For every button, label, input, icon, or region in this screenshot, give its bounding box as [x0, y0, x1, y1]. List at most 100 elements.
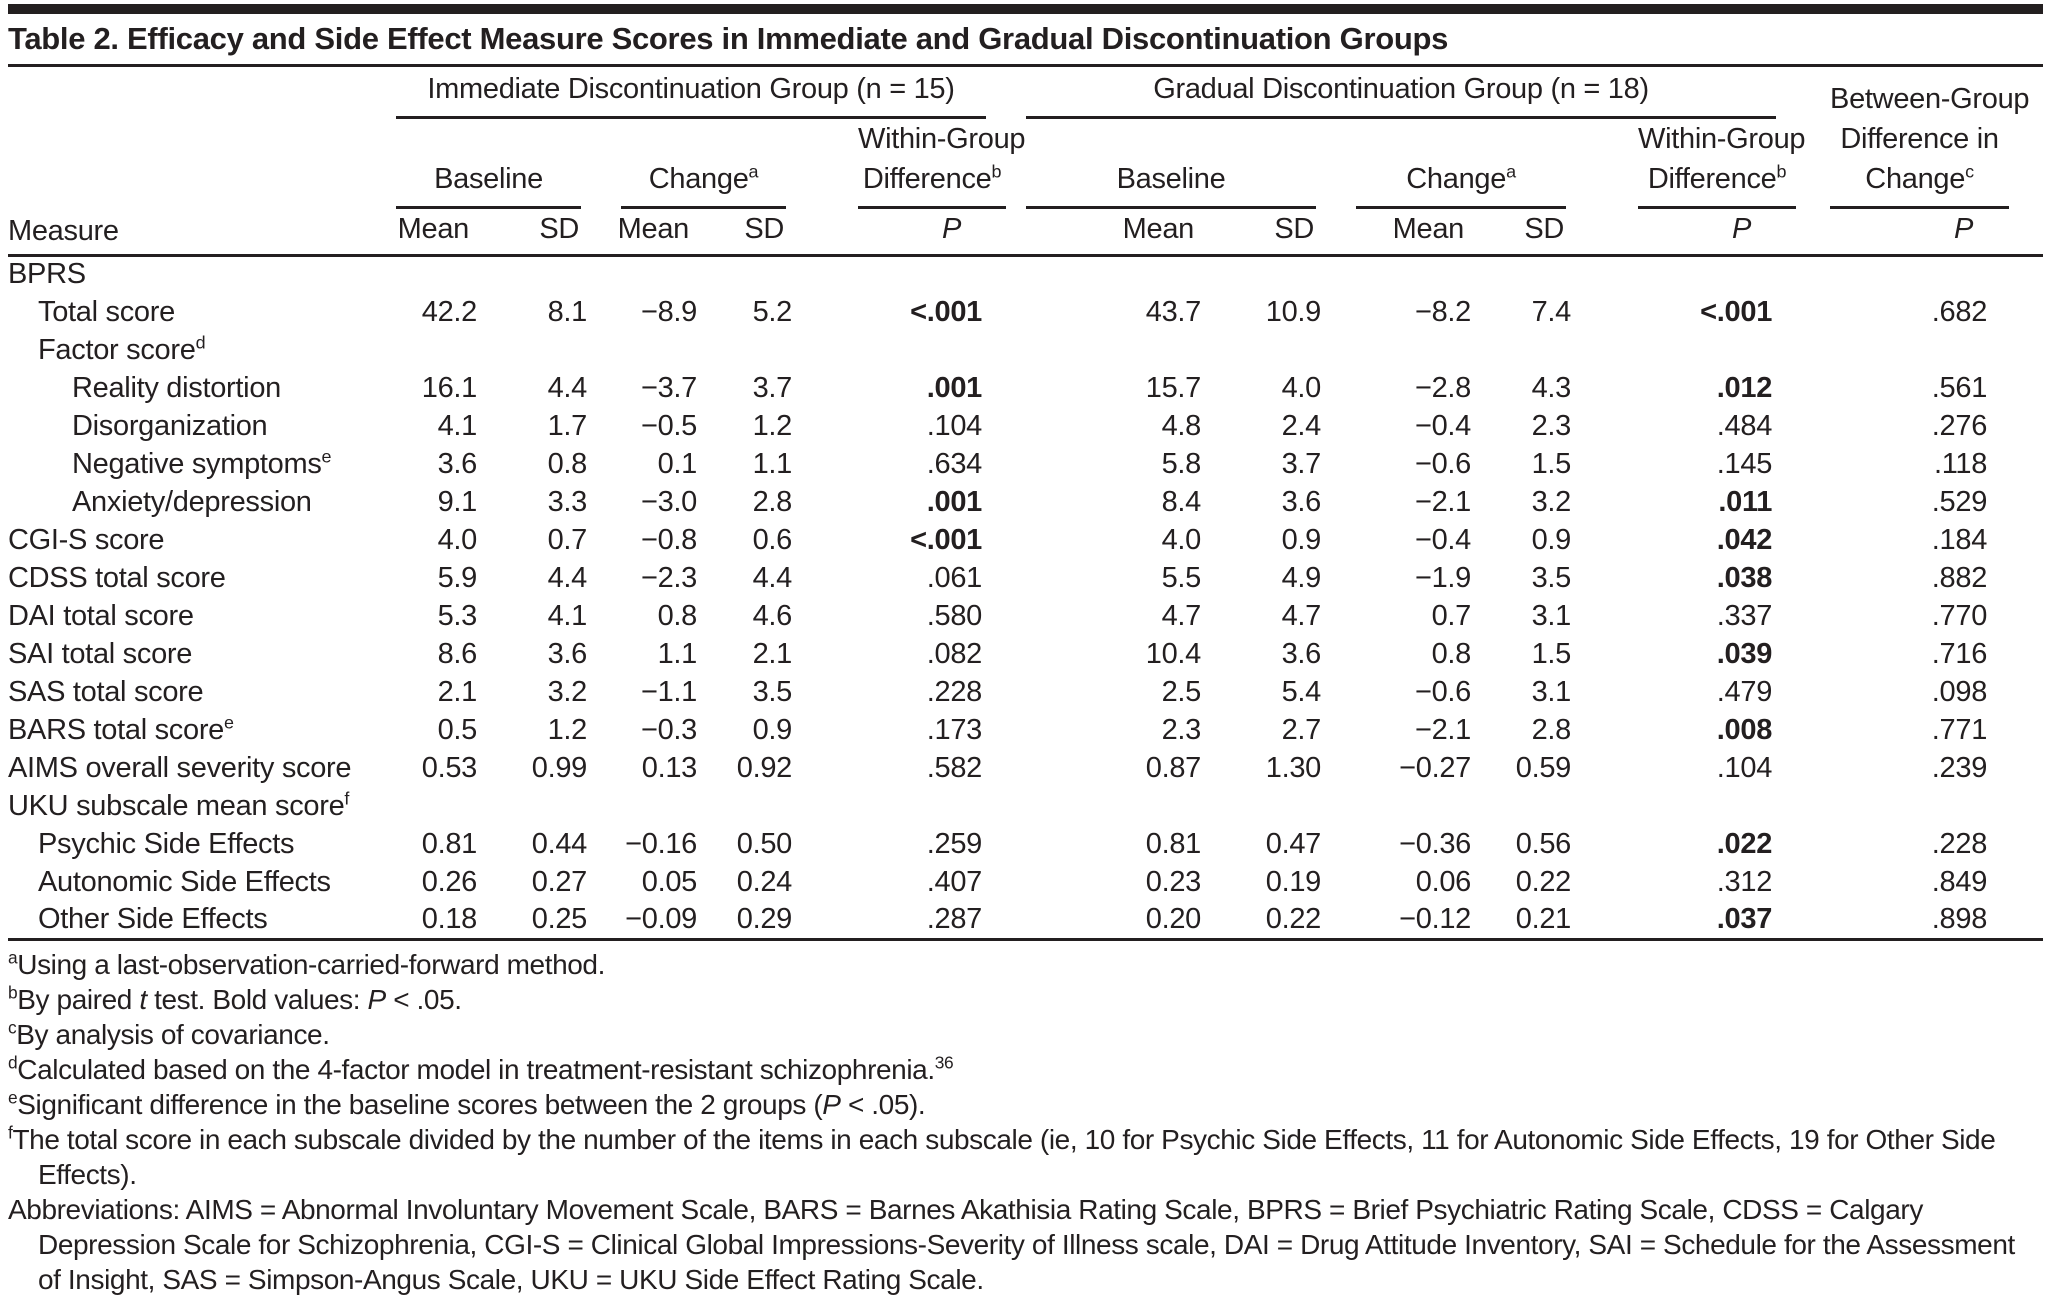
between-group-label: Between-Group Difference in Changec [1830, 79, 2030, 209]
measure-cell: Psychic Side Effects [38, 827, 295, 860]
p-value-cell: .287 [926, 902, 983, 935]
value-cell: 42.2 [421, 295, 478, 328]
p-value-cell: .098 [1931, 675, 1988, 708]
value-cell [1006, 331, 1216, 369]
value-cell: 0.1 [657, 447, 698, 480]
footnote-marker-f: f [8, 1122, 13, 1143]
p-value-cell: .561 [1931, 371, 1988, 404]
between-line2: Difference in [1840, 123, 1999, 155]
value-cell: −8.2 [1414, 295, 1472, 328]
value-cell: −3.7 [640, 371, 697, 404]
p-value-cell: .239 [1931, 751, 1988, 784]
within-line2: Difference [1647, 163, 1777, 195]
value-cell: 0.5 [437, 713, 478, 746]
table-row: Negative symptomse 3.6 0.8 0.1 1.1 .634 5.8 3.7… [8, 445, 2043, 483]
p-value-cell: .228 [926, 675, 983, 708]
footnote-marker-b: b [1776, 161, 1787, 182]
measure-cell: Disorganization [72, 409, 268, 442]
value-cell [491, 331, 601, 369]
col-header-sd: SD [539, 212, 579, 245]
value-cell [491, 255, 601, 293]
table-row: Other Side Effects 0.18 0.25 −0.09 0.29 .287 0… [8, 901, 2043, 939]
footnote-marker-c: c [8, 1017, 17, 1038]
value-cell: 0.6 [752, 523, 793, 556]
value-cell [711, 787, 806, 825]
p-value-cell [1796, 787, 2043, 825]
value-cell: 1.1 [657, 637, 698, 670]
p-value-cell: .001 [926, 371, 983, 404]
table-row: UKU subscale mean scoref [8, 787, 2043, 825]
value-cell: 3.6 [1281, 485, 1322, 518]
value-cell [711, 331, 806, 369]
value-cell: −0.5 [640, 409, 697, 442]
p-value-cell: .682 [1931, 295, 1988, 328]
within-line1: Within-Group [1638, 123, 1806, 155]
value-cell: 0.18 [421, 902, 478, 935]
footnote-f: fThe total score in each subscale divide… [8, 1122, 1996, 1190]
value-cell: 2.4 [1281, 409, 1322, 442]
col-header-mean: Mean [1122, 212, 1195, 245]
value-cell: 4.1 [437, 409, 478, 442]
footnote-b: bBy paired t test. Bold values: P < .05. [8, 982, 462, 1015]
p-value-cell [806, 787, 1006, 825]
p-value-cell: .042 [1716, 523, 1773, 556]
between-line1: Between-Group [1830, 83, 2030, 115]
col-header-mean: Mean [1392, 212, 1465, 245]
footnote-marker-d: d [8, 1052, 18, 1073]
value-cell: 2.1 [437, 675, 478, 708]
footnote-marker-b: b [8, 982, 18, 1003]
value-cell: 0.9 [1531, 523, 1572, 556]
immediate-group-header: Immediate Discontinuation Group (n = 15) [376, 67, 1006, 119]
col-header-p: P [1732, 212, 1752, 245]
measure-cell: BARS total scoree [8, 711, 234, 746]
value-cell: 4.0 [1281, 371, 1322, 404]
p-value-cell [1586, 255, 1796, 293]
measure-cell: SAS total score [8, 675, 204, 708]
p-value-cell [1586, 787, 1796, 825]
p-value-cell [1796, 255, 2043, 293]
p-value-cell [806, 255, 1006, 293]
measure-cell: Factor scored [38, 331, 206, 366]
value-cell: 2.1 [752, 637, 793, 670]
value-cell: 43.7 [1145, 295, 1202, 328]
value-cell: 4.0 [1161, 523, 1202, 556]
value-cell: 0.8 [547, 447, 588, 480]
value-cell: 3.7 [1281, 447, 1322, 480]
table-row: Disorganization 4.1 1.7 −0.5 1.2 .104 4.8 2.4 −0… [8, 407, 2043, 445]
value-cell: 10.4 [1145, 637, 1202, 670]
p-value-cell: .012 [1716, 371, 1773, 404]
value-cell: 3.1 [1531, 599, 1572, 632]
footnote-marker-a: a [1506, 161, 1516, 182]
within-line2: Difference [862, 163, 992, 195]
table-row: AIMS overall severity score 0.53 0.99 0.13 0… [8, 749, 2043, 787]
footnote-marker-a: a [8, 947, 18, 968]
value-cell: 0.29 [736, 902, 793, 935]
footnote-d: dCalculated based on the 4-factor model … [8, 1052, 954, 1085]
header-columns-row: Mean SD Mean SD P Mean SD Mean SD P P [8, 209, 2043, 255]
table-header: Measure Immediate Discontinuation Group … [8, 67, 2044, 255]
table-title: Table 2. Efficacy and Side Effect Measur… [8, 14, 2043, 67]
measure-cell: SAI total score [8, 637, 193, 670]
value-cell [1336, 331, 1486, 369]
value-cell: 3.2 [547, 675, 588, 708]
p-value-cell: .634 [926, 447, 983, 480]
table-row: Autonomic Side Effects 0.26 0.27 0.05 0.24 .4… [8, 863, 2043, 901]
measure-cell: CGI-S score [8, 523, 165, 556]
value-cell: −0.4 [1414, 409, 1472, 442]
p-value-cell: <.001 [910, 523, 983, 556]
value-cell: 0.23 [1145, 865, 1202, 898]
p-value-cell: .184 [1931, 523, 1988, 556]
value-cell: −3.0 [640, 485, 697, 518]
p-value-cell: .104 [926, 409, 983, 442]
between-group-header: Between-Group Difference in Changec [1796, 67, 2043, 209]
value-cell: 1.2 [752, 409, 793, 442]
table-row: CGI-S score 4.0 0.7 −0.8 0.6 <.001 4.0 0.9 −0.4 0… [8, 521, 2043, 559]
within-line1: Within-Group [858, 123, 1026, 155]
p-value-cell: .104 [1716, 751, 1773, 784]
value-cell: 5.9 [437, 561, 478, 594]
value-cell: 0.05 [641, 865, 698, 898]
value-cell: 4.4 [547, 561, 588, 594]
value-cell: 3.5 [1531, 561, 1572, 594]
footnote-marker-d: d [195, 331, 206, 352]
p-value-cell: .407 [926, 865, 983, 898]
